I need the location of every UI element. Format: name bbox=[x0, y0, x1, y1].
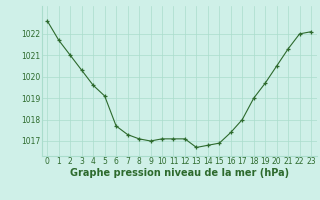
X-axis label: Graphe pression niveau de la mer (hPa): Graphe pression niveau de la mer (hPa) bbox=[70, 168, 289, 178]
